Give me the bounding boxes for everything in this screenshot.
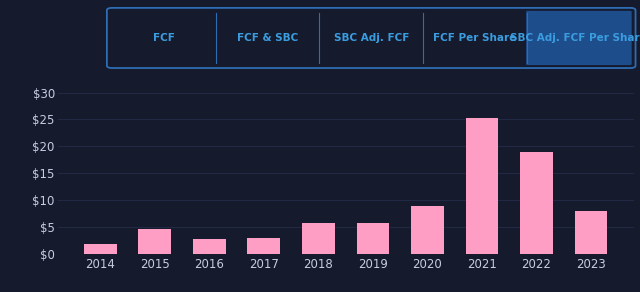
Text: FCF: FCF xyxy=(153,33,175,43)
Bar xyxy=(302,223,335,254)
Text: FCF Per Share: FCF Per Share xyxy=(433,33,516,43)
Bar xyxy=(138,229,171,254)
Bar xyxy=(248,238,280,254)
Bar xyxy=(193,239,226,254)
Text: SBC Adj. FCF Per Share: SBC Adj. FCF Per Share xyxy=(510,33,640,43)
Text: SBC Adj. FCF: SBC Adj. FCF xyxy=(333,33,409,43)
Bar xyxy=(520,152,553,254)
Text: FCF & SBC: FCF & SBC xyxy=(237,33,298,43)
Bar xyxy=(84,244,116,254)
Bar xyxy=(466,118,499,254)
Bar xyxy=(575,211,607,254)
Bar xyxy=(356,223,389,254)
Bar xyxy=(411,206,444,254)
